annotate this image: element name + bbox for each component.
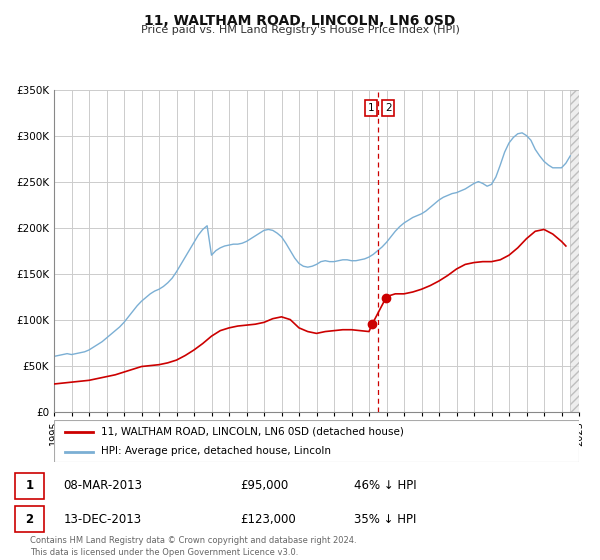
Text: HPI: Average price, detached house, Lincoln: HPI: Average price, detached house, Linc… (101, 446, 331, 456)
Text: 2: 2 (26, 513, 34, 526)
Text: 1: 1 (26, 479, 34, 492)
Text: Price paid vs. HM Land Registry's House Price Index (HPI): Price paid vs. HM Land Registry's House … (140, 25, 460, 35)
Text: 46% ↓ HPI: 46% ↓ HPI (354, 479, 416, 492)
Text: 11, WALTHAM ROAD, LINCOLN, LN6 0SD: 11, WALTHAM ROAD, LINCOLN, LN6 0SD (145, 14, 455, 28)
Bar (570, 90, 579, 412)
Text: 1: 1 (367, 103, 374, 113)
Text: 08-MAR-2013: 08-MAR-2013 (64, 479, 142, 492)
FancyBboxPatch shape (15, 473, 44, 499)
Text: 35% ↓ HPI: 35% ↓ HPI (354, 513, 416, 526)
Text: 2: 2 (385, 103, 392, 113)
Text: Contains HM Land Registry data © Crown copyright and database right 2024.
This d: Contains HM Land Registry data © Crown c… (30, 536, 356, 557)
Text: £95,000: £95,000 (240, 479, 288, 492)
Text: 13-DEC-2013: 13-DEC-2013 (64, 513, 142, 526)
Text: £123,000: £123,000 (240, 513, 296, 526)
FancyBboxPatch shape (54, 420, 579, 462)
FancyBboxPatch shape (15, 506, 44, 533)
Text: 11, WALTHAM ROAD, LINCOLN, LN6 0SD (detached house): 11, WALTHAM ROAD, LINCOLN, LN6 0SD (deta… (101, 427, 404, 437)
